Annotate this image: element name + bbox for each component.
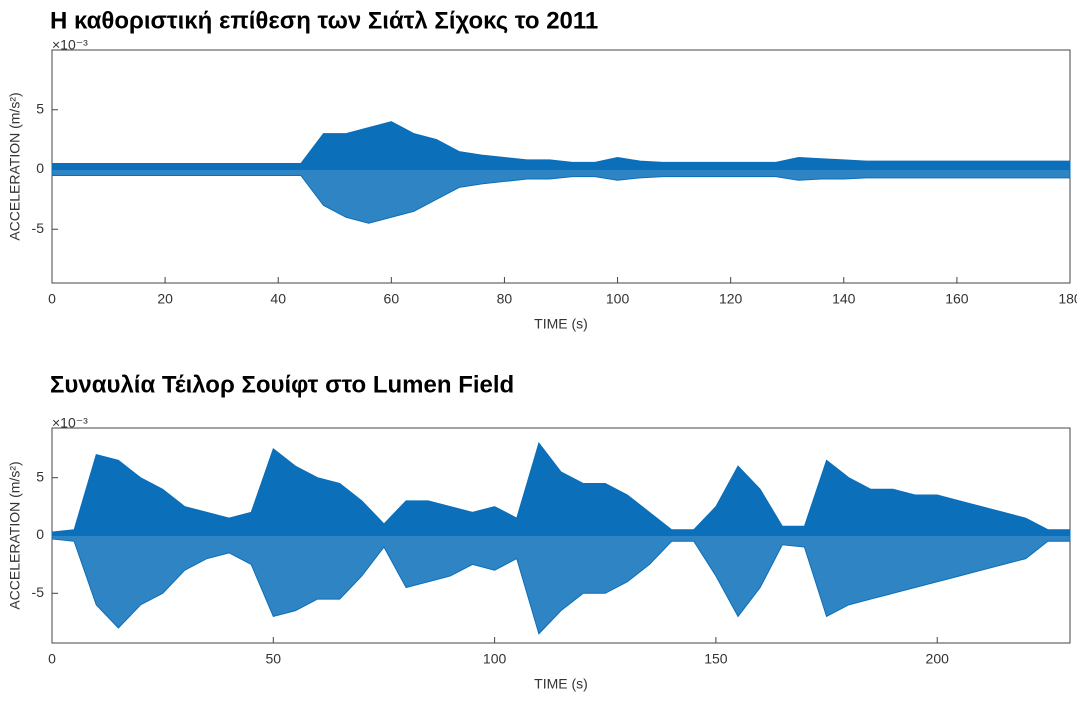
x-tick-label: 0 [48, 651, 56, 667]
y-tick-label: 5 [36, 468, 44, 484]
x-tick-label: 140 [832, 291, 856, 307]
x-tick-label: 160 [945, 291, 969, 307]
signal-upper [51, 121, 1071, 170]
y-tick-label: -5 [32, 220, 45, 236]
x-tick-label: 120 [719, 291, 743, 307]
signal-upper [51, 441, 1071, 536]
signal-lower [51, 168, 1071, 224]
x-axis-label: TIME (s) [534, 676, 588, 692]
signal-lower [51, 535, 1071, 635]
x-tick-label: 50 [266, 651, 282, 667]
y-tick-label: 0 [36, 526, 44, 542]
x-tick-label: 100 [483, 651, 507, 667]
x-tick-label: 100 [606, 291, 630, 307]
y-axis-label: ACCELERATION (m/s²) [7, 461, 23, 609]
x-axis-label: TIME (s) [534, 316, 588, 332]
x-tick-label: 80 [497, 291, 513, 307]
chart-title: Η καθοριστική επίθεση των Σιάτλ Σίχοκς τ… [50, 7, 598, 34]
x-tick-label: 0 [48, 291, 56, 307]
y-tick-label: 0 [36, 160, 44, 176]
x-tick-label: 180 [1058, 291, 1077, 307]
x-tick-label: 60 [384, 291, 400, 307]
x-tick-label: 40 [270, 291, 286, 307]
y-exponent: ×10⁻³ [52, 415, 88, 431]
y-tick-label: -5 [32, 584, 45, 600]
y-tick-label: 5 [36, 100, 44, 116]
x-tick-label: 150 [704, 651, 728, 667]
y-exponent: ×10⁻³ [52, 37, 88, 53]
x-tick-label: 200 [926, 651, 950, 667]
chart-title: Συναυλία Τέιλορ Σουίφτ στο Lumen Field [50, 371, 514, 398]
y-axis-label: ACCELERATION (m/s²) [7, 92, 23, 240]
x-tick-label: 20 [157, 291, 173, 307]
